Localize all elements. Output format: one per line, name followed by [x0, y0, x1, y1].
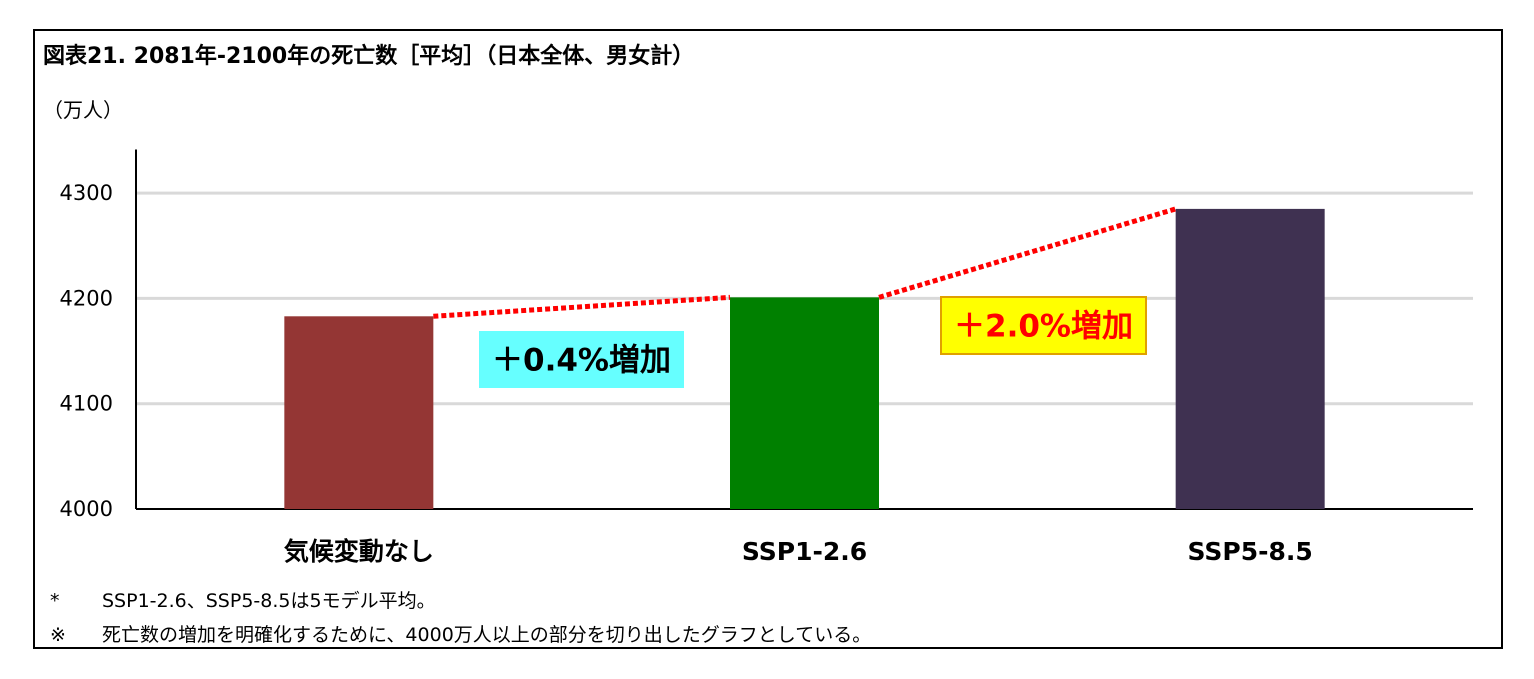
footnote-1-text: SSP1-2.6、SSP5-8.5は5モデル平均。	[102, 590, 436, 612]
x-tick-label: SSP5-8.5	[1188, 537, 1313, 566]
increase-annotation-label: ＋0.4%増加	[492, 343, 671, 379]
y-tick-label: 4000	[60, 497, 113, 521]
footnote-1: * SSP1-2.6、SSP5-8.5は5モデル平均。	[50, 586, 436, 613]
y-tick-label: 4200	[60, 286, 113, 310]
bar	[284, 316, 434, 509]
y-tick-label: 4100	[60, 392, 113, 416]
bar	[1175, 208, 1325, 509]
y-tick-label: 4300	[60, 181, 113, 205]
x-tick-label: 気候変動なし	[284, 537, 434, 566]
footnote-2: ※ 死亡数の増加を明確化するために、4000万人以上の部分を切り出したグラフとして…	[50, 620, 871, 647]
footnote-2-mark: ※	[50, 624, 66, 646]
increase-annotation-box	[479, 331, 684, 388]
footnote-1-mark: *	[50, 590, 60, 612]
footnote-2-text: 死亡数の増加を明確化するために、4000万人以上の部分を切り出したグラフとしてい…	[102, 624, 872, 646]
increase-annotation-box	[940, 296, 1147, 355]
y-axis-unit-label: （万人）	[43, 98, 123, 122]
increase-annotation-label: ＋2.0%増加	[954, 309, 1133, 345]
increase-connector	[878, 206, 1177, 300]
increase-connector	[433, 294, 731, 319]
chart-title: 図表21. 2081年-2100年の死亡数［平均］（日本全体、男女計）	[43, 44, 695, 69]
x-tick-label: SSP1-2.6	[742, 537, 867, 566]
chart-frame	[33, 29, 1503, 649]
bar	[730, 297, 879, 509]
